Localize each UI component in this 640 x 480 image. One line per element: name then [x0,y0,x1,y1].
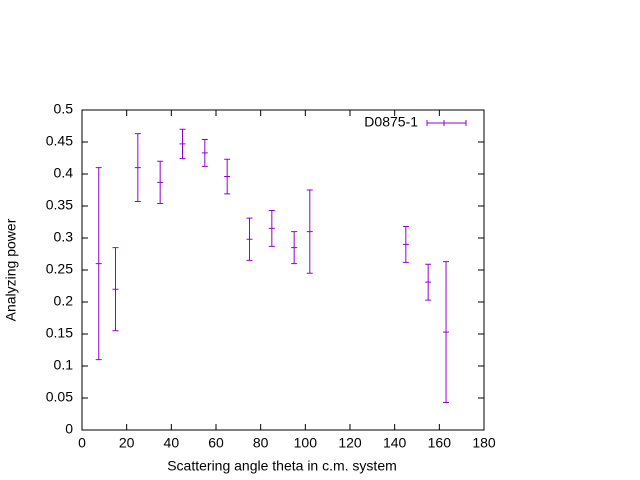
plot-frame [81,109,485,431]
x-tick-label: 20 [119,435,135,451]
error-bar [112,247,119,332]
x-tick-label: 100 [294,435,318,451]
y-tick-label: 0.1 [54,357,74,373]
y-axis-label: Analyzing power [3,218,19,321]
x-tick-label: 140 [383,435,407,451]
y-tick-label: 0.15 [46,325,73,341]
x-tick-label: 0 [78,435,86,451]
error-bar [402,225,409,263]
legend-swatch [426,120,467,126]
error-bar [291,231,298,265]
x-tick-label: 120 [338,435,362,451]
error-bar [443,261,450,403]
x-tick-label: 180 [472,435,496,451]
legend-label: D0875-1 [364,114,418,130]
x-tick-label: 60 [208,435,224,451]
error-bar [157,160,164,204]
y-tick-label: 0.45 [46,133,73,149]
error-bar [268,209,275,247]
error-bar [425,263,432,301]
y-tick-label: 0.4 [54,165,74,181]
x-axis-label: Scattering angle theta in c.m. system [167,458,397,474]
x-tick-label: 40 [164,435,180,451]
error-bar [306,189,313,274]
y-tick-label: 0 [65,421,73,437]
error-bar [95,167,102,361]
error-bar [246,217,253,261]
y-tick-label: 0.05 [46,389,73,405]
error-bar [224,158,231,195]
error-bar [134,133,141,203]
x-tick-label: 160 [428,435,452,451]
y-tick-label: 0.5 [54,101,74,117]
y-tick-label: 0.25 [46,261,73,277]
error-bar [179,128,186,160]
x-tick-label: 80 [253,435,269,451]
y-tick-label: 0.2 [54,293,74,309]
error-bar [201,138,208,167]
y-tick-label: 0.35 [46,197,73,213]
y-tick-label: 0.3 [54,229,74,245]
